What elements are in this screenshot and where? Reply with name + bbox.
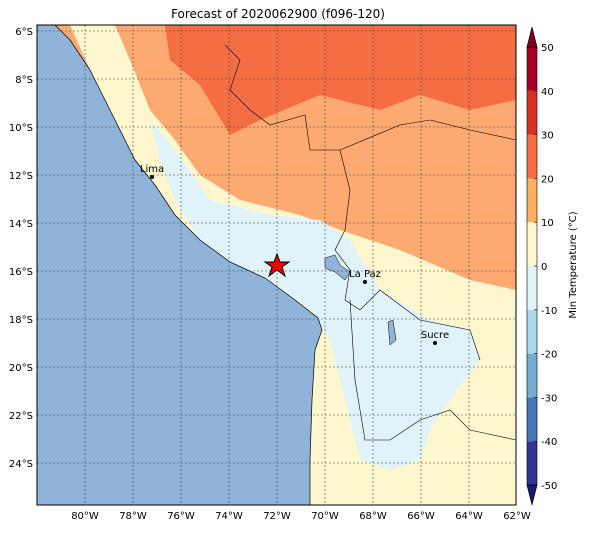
colorbar-tick-label: 30 bbox=[541, 131, 554, 142]
land-cool bbox=[150, 120, 480, 470]
colorbar-tick-label: -50 bbox=[541, 481, 557, 492]
title: Forecast of 2020062900 (f096-120) bbox=[171, 7, 385, 21]
colorbar-band bbox=[527, 222, 537, 266]
colorbar-tick-label: 50 bbox=[541, 43, 554, 54]
lake bbox=[387, 319, 397, 346]
colorbar-band bbox=[527, 134, 537, 179]
lat-label: 24°S bbox=[9, 459, 33, 470]
colorbar-band bbox=[527, 397, 537, 442]
border bbox=[224, 44, 516, 441]
colorbar-tick-label: -40 bbox=[541, 437, 557, 448]
lat-label: 12°S bbox=[9, 171, 33, 182]
map-frame bbox=[36, 24, 517, 506]
lon-label: 66°W bbox=[407, 511, 435, 522]
lat-label: 20°S bbox=[9, 363, 33, 374]
colorbar-tick-label: 20 bbox=[541, 174, 554, 185]
lake bbox=[324, 254, 351, 281]
lon-label: 74°W bbox=[215, 511, 243, 522]
lat-label: 16°S bbox=[9, 267, 33, 278]
lon-label: 62°W bbox=[503, 511, 531, 522]
lat-label: 6°S bbox=[15, 27, 33, 38]
lat-label: 22°S bbox=[9, 411, 33, 422]
colorbar-band bbox=[527, 353, 537, 398]
lat-label: 14°S bbox=[9, 219, 33, 230]
colorbar-tick-label: -10 bbox=[541, 306, 557, 317]
colorbar-band bbox=[527, 47, 537, 91]
colorbar-band bbox=[527, 266, 537, 310]
lon-label: 76°W bbox=[167, 511, 195, 522]
colorbar-tick-label: -20 bbox=[541, 350, 557, 361]
colorbar: 50 40 30 20 10 0 -10 -20 -30 -40 -50 bbox=[526, 26, 557, 506]
city-label: La Paz bbox=[349, 269, 381, 280]
colorbar-tick-label: 40 bbox=[541, 87, 554, 98]
lon-label: 78°W bbox=[119, 511, 147, 522]
lon-label: 70°W bbox=[311, 511, 339, 522]
colorbar-band bbox=[527, 309, 537, 354]
colorbar-band bbox=[527, 90, 537, 135]
land-hot bbox=[165, 25, 516, 135]
lat-label: 8°S bbox=[15, 75, 33, 86]
lat-label: 10°S bbox=[9, 123, 33, 134]
city-dot bbox=[363, 280, 367, 284]
city-dot bbox=[150, 175, 154, 179]
map: Lima La Paz Sucre bbox=[36, 24, 517, 506]
lon-label: 80°W bbox=[71, 511, 99, 522]
lon-label: 72°W bbox=[263, 511, 291, 522]
city-dot bbox=[433, 341, 437, 345]
lon-label: 68°W bbox=[359, 511, 387, 522]
colorbar-extend bbox=[526, 484, 538, 506]
colorbar-label: Min Temperature (°C) bbox=[568, 211, 579, 318]
lon-label: 64°W bbox=[455, 511, 483, 522]
lat-label: 18°S bbox=[9, 315, 33, 326]
colorbar-tick-label: -30 bbox=[541, 393, 557, 404]
colorbar-tick-label: 0 bbox=[541, 262, 547, 273]
star-marker bbox=[263, 252, 291, 278]
colorbar-band bbox=[527, 441, 537, 485]
city-label: Sucre bbox=[421, 330, 449, 341]
colorbar-band bbox=[527, 178, 537, 223]
city-label: Lima bbox=[140, 164, 164, 175]
ocean bbox=[37, 25, 323, 505]
colorbar-extend bbox=[526, 26, 538, 48]
colorbar-tick-label: 10 bbox=[541, 218, 554, 229]
